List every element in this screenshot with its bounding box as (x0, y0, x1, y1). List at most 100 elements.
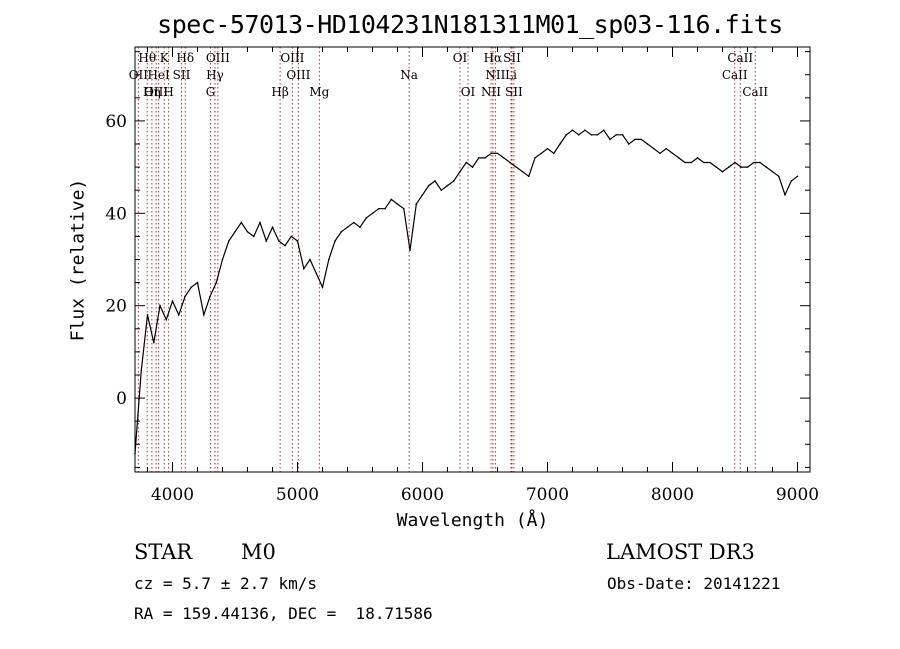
data-point (434, 180, 436, 182)
line-marker-label: G (206, 85, 216, 99)
line-marker-label: OIII (206, 51, 230, 65)
line-marker-label: Na (400, 68, 418, 82)
data-point (715, 166, 718, 168)
data-point (527, 175, 530, 178)
data-point (746, 166, 749, 168)
line-marker-label: HeI (147, 68, 170, 82)
line-marker-label: OII (129, 68, 149, 82)
data-point (302, 267, 305, 270)
x-axis-label: Wavelength (Å) (396, 510, 549, 531)
axis-ticks: 4000 5000 6000 7000 8000 9000 0 20 40 60 (105, 47, 819, 505)
coordinates: RA = 159.44136, DEC = 18.71586 (134, 604, 433, 623)
data-point (577, 133, 580, 136)
data-point (296, 240, 299, 242)
data-point (684, 161, 686, 164)
line-marker-label: OI (461, 85, 476, 99)
data-point (690, 161, 693, 164)
line-marker-label: Mg (309, 85, 329, 99)
data-point (734, 161, 736, 164)
data-point (709, 161, 711, 164)
line-marker-label: CaII (742, 85, 768, 99)
chart-title: spec-57013-HD104231N181311M01_sp03-116.f… (157, 10, 783, 39)
data-point (234, 230, 236, 233)
data-point (427, 184, 430, 187)
x-tick-label: 6000 (401, 485, 444, 505)
data-point (146, 314, 149, 316)
data-point (321, 286, 324, 289)
data-point (771, 170, 774, 173)
data-point (665, 147, 668, 150)
data-point (334, 240, 336, 242)
data-point (596, 133, 599, 136)
data-point (346, 226, 349, 228)
x-tick-label: 7000 (526, 485, 569, 505)
data-point (471, 166, 474, 168)
line-marker-label: CaII (722, 68, 748, 82)
line-marker-group (137, 47, 756, 472)
data-point (365, 217, 368, 219)
data-point (609, 138, 611, 141)
data-point (509, 161, 511, 164)
data-point (259, 221, 261, 224)
y-tick-label: 60 (105, 112, 127, 132)
data-point (571, 129, 574, 131)
data-point (215, 281, 218, 284)
data-point (752, 161, 755, 164)
data-point (377, 207, 380, 210)
data-point (484, 157, 486, 159)
line-marker-label: Hγ (206, 68, 224, 82)
data-point (446, 184, 449, 187)
line-marker-label: Hβ (271, 85, 288, 99)
data-point (490, 152, 493, 155)
x-tick-label: 5000 (276, 485, 319, 505)
data-point (515, 166, 518, 168)
data-point (615, 133, 618, 136)
line-marker-label: SII (173, 68, 191, 82)
data-point (602, 129, 605, 131)
data-point (659, 152, 661, 155)
data-point (202, 314, 205, 316)
line-marker-label: OIII (280, 51, 304, 65)
data-point (477, 157, 480, 159)
data-point (677, 157, 680, 159)
line-marker-label: Li (505, 68, 517, 82)
line-marker-label: Hα (484, 51, 503, 65)
line-marker-label: CaII (727, 51, 753, 65)
data-point (521, 170, 524, 173)
data-point (590, 133, 593, 136)
data-point (621, 133, 624, 136)
data-point (652, 147, 655, 150)
data-point (534, 157, 536, 159)
data-point (309, 258, 311, 261)
data-point (784, 194, 786, 196)
data-point (565, 133, 568, 136)
line-marker-label: H (163, 85, 173, 99)
data-point (790, 180, 793, 182)
line-marker-label: Hη (143, 85, 161, 99)
plot-frame (134, 46, 811, 473)
data-point (671, 152, 674, 155)
data-point (421, 194, 424, 196)
data-point (546, 147, 549, 150)
data-point (327, 258, 330, 261)
data-point (552, 152, 555, 155)
data-point (159, 304, 161, 307)
y-tick-label: 40 (105, 204, 127, 224)
data-point (165, 318, 168, 321)
data-point (190, 286, 193, 289)
series-group (134, 129, 799, 455)
data-point (465, 161, 468, 164)
x-tick-label: 9000 (776, 485, 819, 505)
data-point (340, 230, 343, 233)
data-point (409, 249, 411, 252)
object-subclass: M0 (241, 540, 276, 564)
data-point (171, 300, 174, 302)
data-point (227, 240, 230, 242)
data-point (559, 143, 561, 145)
data-point (740, 166, 743, 168)
line-marker-label: Hδ (176, 51, 194, 65)
data-point (646, 143, 649, 145)
data-point (777, 175, 780, 178)
